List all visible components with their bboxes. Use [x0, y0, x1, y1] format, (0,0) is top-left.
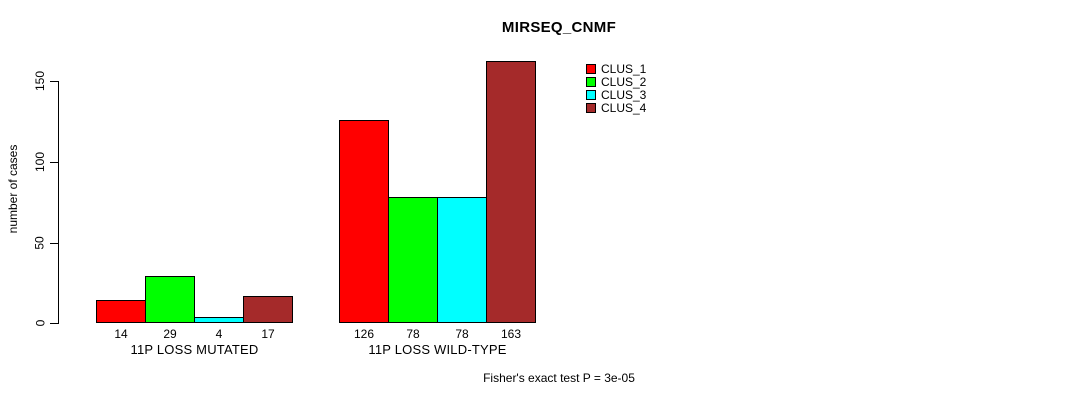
bar-value-label: 163: [500, 327, 522, 341]
y-tick-label-text: 150: [33, 70, 47, 92]
category-label: 11P LOSS WILD-TYPE: [368, 342, 507, 357]
legend-swatch: [586, 76, 596, 87]
legend-label: CLUS_2: [601, 74, 647, 89]
bar-value-label: 29: [163, 327, 177, 341]
y-tick-label: 0: [31, 301, 49, 345]
y-tick-label: 150: [31, 59, 49, 103]
legend: CLUS_1 CLUS_2 CLUS_3 CLUS_4: [586, 61, 647, 115]
y-tick-label-text: 0: [33, 319, 47, 327]
legend-swatch: [586, 102, 596, 113]
bar-value-label: 78: [455, 327, 469, 341]
y-axis-line: [58, 81, 59, 324]
legend-item: CLUS_2: [586, 74, 647, 89]
bar-value-label: 4: [215, 327, 223, 341]
y-tick-label: 100: [31, 140, 49, 184]
bar-clus_4-2: [486, 61, 536, 323]
y-tick-label-text: 50: [32, 236, 47, 250]
y-tick-mark: [50, 162, 59, 163]
bar-clus_3-2: [437, 197, 487, 323]
legend-item: CLUS_1: [586, 61, 647, 76]
chart-title: MIRSEQ_CNMF: [501, 19, 617, 36]
bar-clus_1-2: [339, 120, 389, 323]
bar-value-label: 78: [406, 327, 420, 341]
category-label: 11P LOSS MUTATED: [130, 342, 259, 357]
legend-swatch: [586, 63, 596, 74]
legend-item: CLUS_3: [586, 87, 647, 102]
y-tick-mark: [50, 81, 59, 82]
legend-label: CLUS_3: [601, 87, 647, 102]
stat-annotation: Fisher's exact test P = 3e-05: [483, 371, 635, 385]
bar-clus_1-1: [96, 300, 146, 323]
bar-clus_2-2: [388, 197, 438, 323]
legend-label: CLUS_4: [601, 100, 647, 115]
legend-item: CLUS_4: [586, 100, 647, 115]
bar-value-label: 14: [114, 327, 128, 341]
bar-value-label: 17: [261, 327, 275, 341]
y-tick-label: 50: [31, 221, 49, 265]
bar-clus_3-1: [194, 317, 244, 323]
y-tick-mark: [50, 323, 59, 324]
legend-swatch: [586, 89, 596, 100]
legend-label: CLUS_1: [601, 61, 647, 76]
bar-clus_2-1: [145, 276, 195, 323]
bar-value-label: 126: [353, 327, 375, 341]
y-tick-mark: [50, 243, 59, 244]
bar-clus_4-1: [243, 296, 293, 323]
y-tick-label-text: 100: [33, 151, 47, 173]
y-axis-title-text: number of cases: [6, 144, 20, 234]
